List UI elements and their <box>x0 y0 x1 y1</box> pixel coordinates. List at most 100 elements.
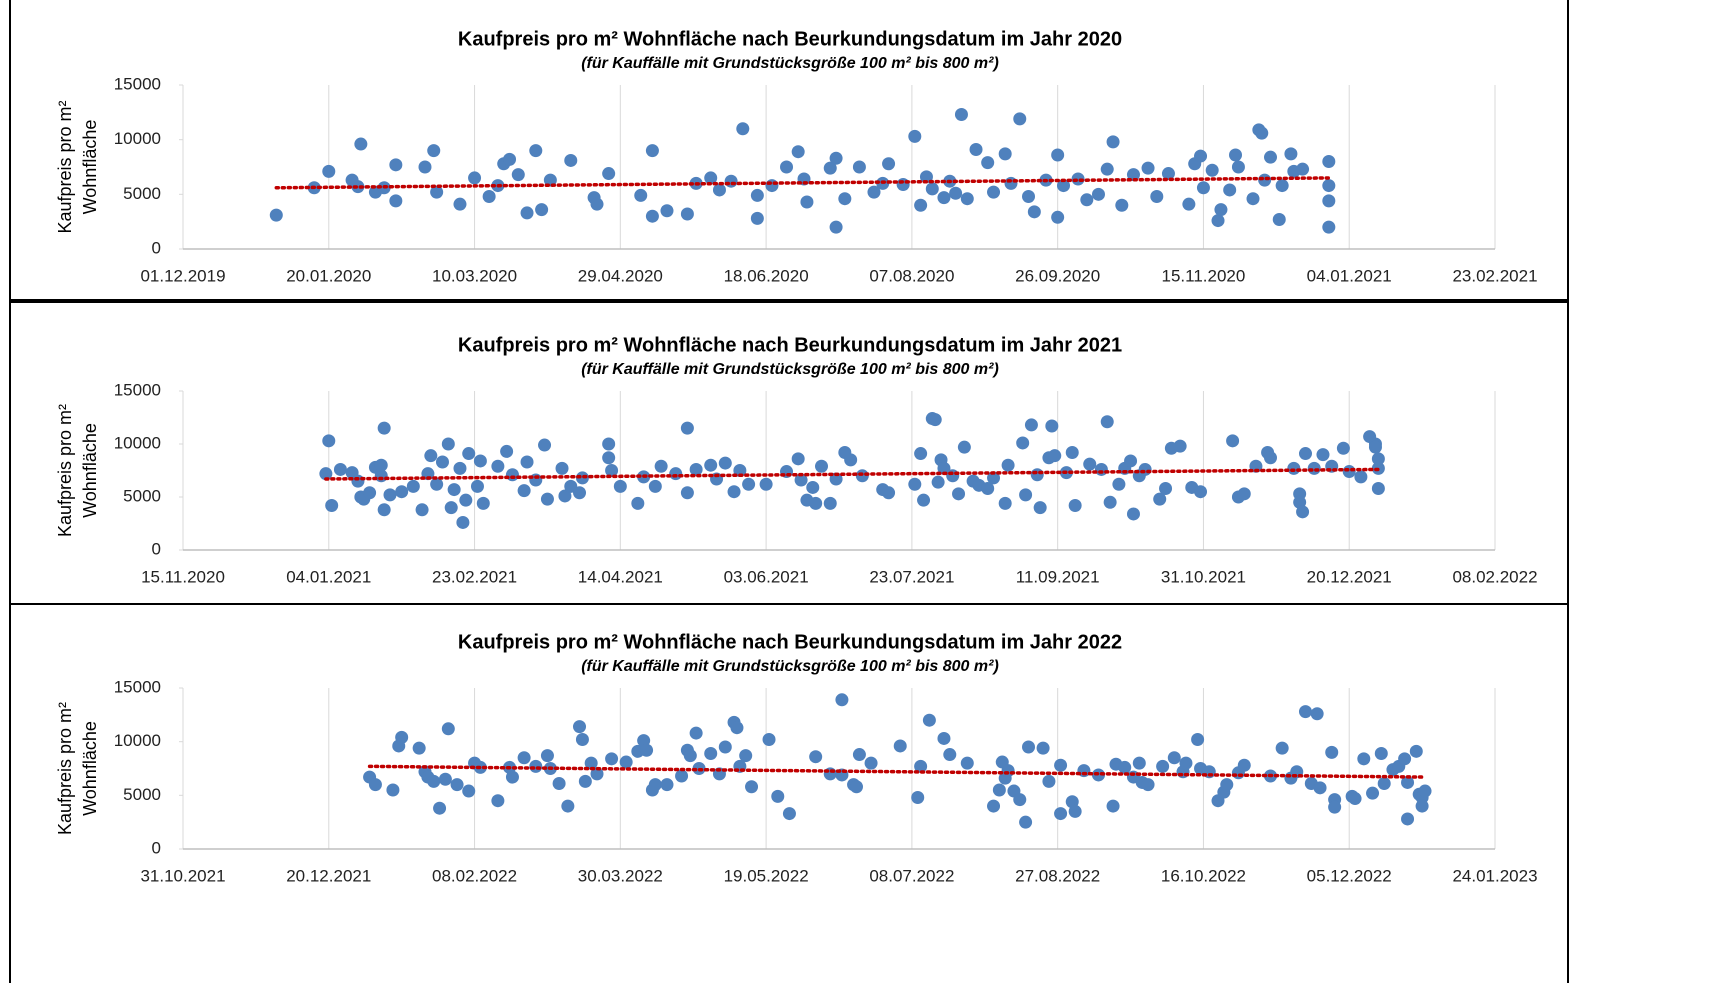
scatter-point <box>415 503 429 517</box>
scatter-point <box>517 751 531 765</box>
scatter-point <box>680 207 694 221</box>
scatter-point <box>1080 193 1094 207</box>
scatter-point <box>517 484 531 498</box>
scatter-point <box>377 421 391 435</box>
scatter-point <box>1103 495 1117 509</box>
scatter-point <box>730 721 744 735</box>
scatter-point <box>771 789 785 803</box>
scatter-point <box>1401 812 1415 826</box>
scatter-point <box>438 772 452 786</box>
scatter-point <box>543 173 557 187</box>
y-tick-label: 15000 <box>114 74 161 93</box>
x-tick-label: 08.07.2022 <box>869 866 954 885</box>
scatter-point <box>704 746 718 760</box>
y-axis-label: Kaufpreis pro m² <box>55 702 75 835</box>
scatter-point <box>911 790 925 804</box>
scatter-point <box>529 144 543 158</box>
scatter-point <box>791 145 805 159</box>
scatter-point <box>1322 220 1336 234</box>
scatter-point <box>736 122 750 136</box>
scatter-point <box>969 143 983 157</box>
scatter-point <box>418 160 432 174</box>
scatter-point <box>1071 172 1085 186</box>
scatter-point <box>937 461 951 475</box>
scatter-point <box>680 421 694 435</box>
x-tick-label: 31.10.2021 <box>1161 567 1246 586</box>
scatter-point <box>1051 148 1065 162</box>
scatter-point <box>724 174 738 188</box>
scatter-point <box>363 486 377 500</box>
scatter-point <box>1001 764 1015 778</box>
scatter-point <box>791 452 805 466</box>
scatter-point <box>1196 181 1210 195</box>
x-tick-label: 31.10.2021 <box>140 866 225 885</box>
scatter-point <box>739 749 753 763</box>
scatter-point <box>1124 454 1138 468</box>
scatter-point <box>1153 492 1167 506</box>
scatter-point <box>1016 436 1030 450</box>
scatter-point <box>712 183 726 197</box>
x-tick-label: 08.02.2022 <box>1452 567 1537 586</box>
scatter-point <box>1409 744 1423 758</box>
chart-title: Kaufpreis pro m² Wohnfläche nach Beurkun… <box>458 631 1122 653</box>
scatter-point <box>981 482 995 496</box>
scatter-point <box>689 462 703 476</box>
scatter-point <box>1056 179 1070 193</box>
scatter-point <box>809 750 823 764</box>
scatter-point <box>590 197 604 211</box>
scatter-point <box>447 483 461 497</box>
scatter-point <box>1322 194 1336 208</box>
scatter-point <box>1083 457 1097 471</box>
scatter-point <box>427 774 441 788</box>
scatter-point <box>914 759 928 773</box>
scatter-point <box>1371 452 1385 466</box>
scatter-point <box>427 144 441 158</box>
scatter-point <box>1272 212 1286 226</box>
scatter-point <box>538 438 552 452</box>
scatter-point <box>759 477 773 491</box>
scatter-point <box>823 161 837 175</box>
scatter-point <box>1161 167 1175 181</box>
scatter-point <box>578 774 592 788</box>
scatter-point <box>1374 746 1388 760</box>
scatter-point <box>1316 448 1330 462</box>
scatter-point <box>1415 799 1429 813</box>
scatter-point <box>1313 781 1327 795</box>
chart-subtitle: (für Kauffälle mit Grundstücksgröße 100 … <box>581 658 999 675</box>
scatter-point <box>782 807 796 821</box>
x-tick-label: 18.06.2020 <box>724 266 809 285</box>
scatter-point <box>1115 198 1129 212</box>
scatter-point <box>1298 447 1312 461</box>
scatter-point <box>727 485 741 499</box>
scatter-point <box>575 471 589 485</box>
scatter-point <box>981 156 995 170</box>
chart-subtitle: (für Kauffälle mit Grundstücksgröße 100 … <box>581 55 999 72</box>
x-tick-label: 23.02.2021 <box>1452 266 1537 285</box>
scatter-point <box>462 447 476 461</box>
scatter-point <box>1126 168 1140 182</box>
scatter-point <box>389 194 403 208</box>
scatter-point <box>806 480 820 494</box>
x-tick-label: 30.03.2022 <box>578 866 663 885</box>
scatter-point <box>683 749 697 763</box>
scatter-point <box>1325 745 1339 759</box>
scatter-point <box>1100 415 1114 429</box>
scatter-point <box>1182 197 1196 211</box>
scatter-point <box>998 496 1012 510</box>
scatter-point <box>957 440 971 454</box>
scatter-point <box>1022 190 1036 204</box>
scatter-point <box>829 151 843 165</box>
scatter-point <box>1054 758 1068 772</box>
scatter-point <box>430 477 444 491</box>
scatter-point <box>823 496 837 510</box>
scatter-point <box>433 801 447 815</box>
scatter-point <box>1342 465 1356 479</box>
scatter-point <box>575 733 589 747</box>
scatter-point <box>605 464 619 477</box>
chart-title: Kaufpreis pro m² Wohnfläche nach Beurkun… <box>458 334 1122 356</box>
scatter-point <box>1100 162 1114 176</box>
scatter-point <box>914 447 928 461</box>
scatter-point <box>943 748 957 762</box>
scatter-point <box>441 437 455 451</box>
scatter-point <box>1141 161 1155 175</box>
